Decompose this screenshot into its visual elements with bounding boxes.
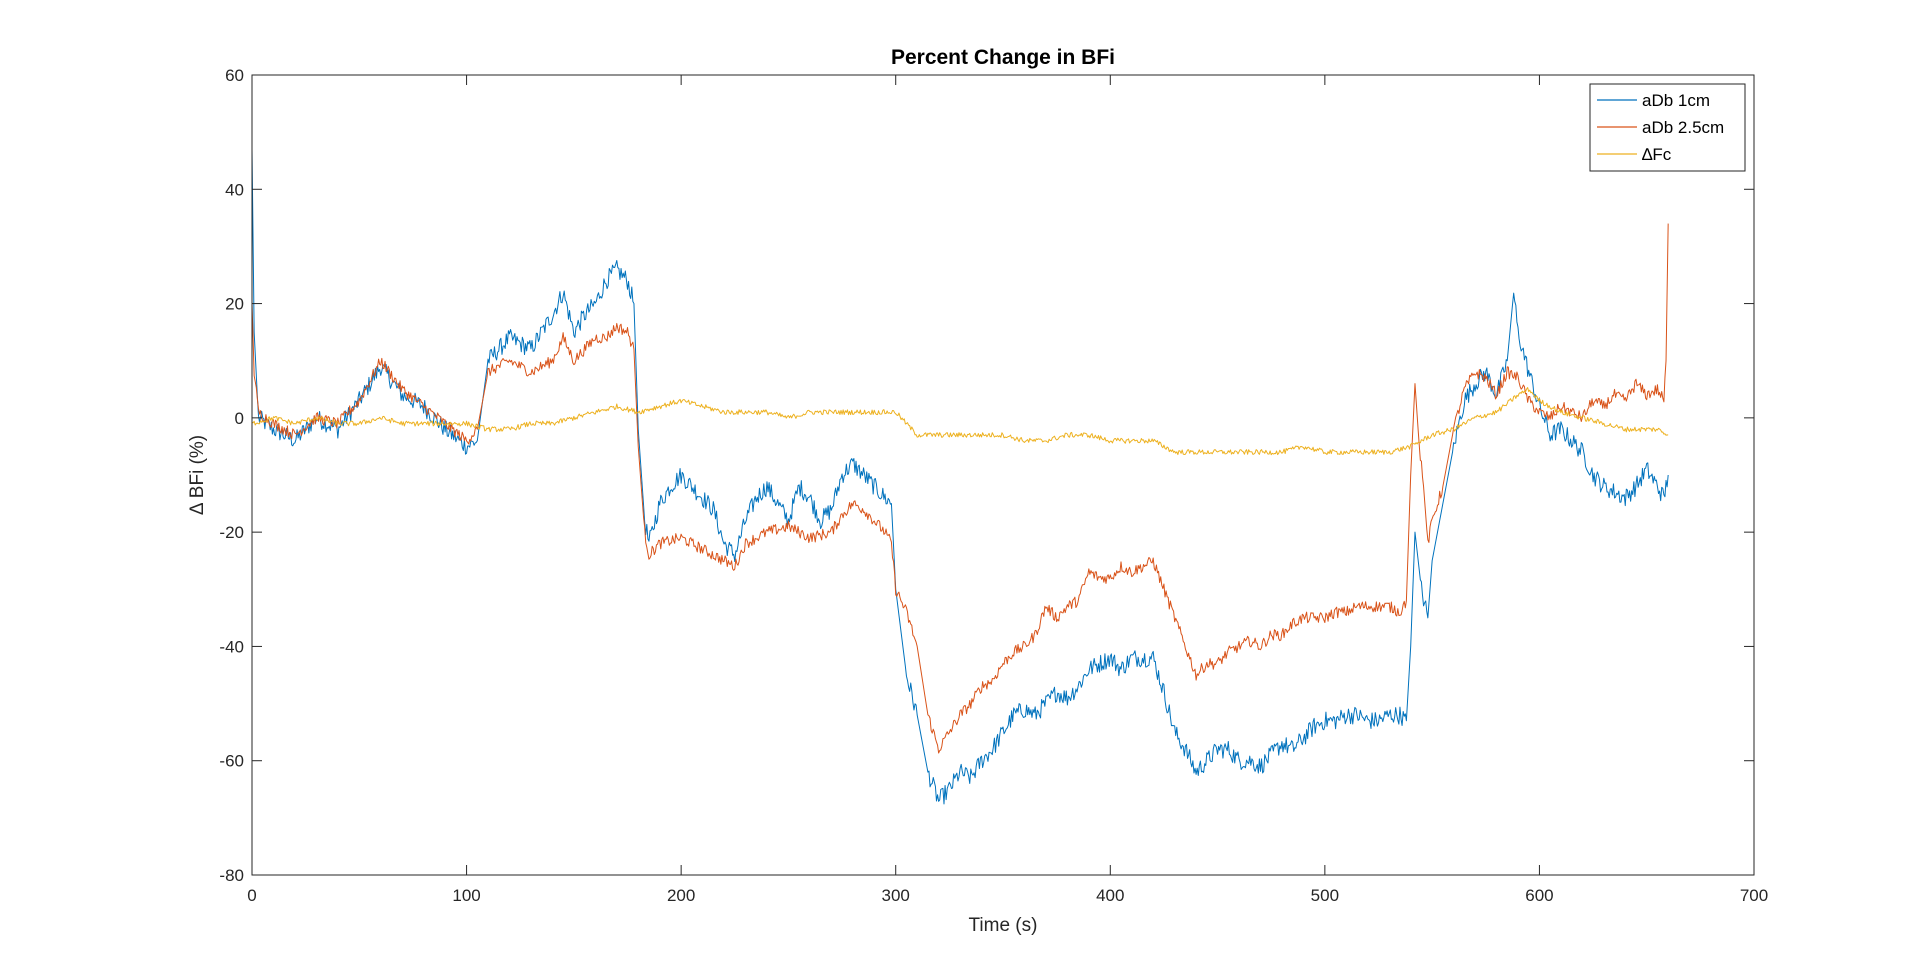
- y-tick-label: 40: [225, 180, 244, 199]
- y-tick-label: 20: [225, 295, 244, 314]
- chart-title: Percent Change in BFi: [891, 46, 1115, 69]
- plot-lines: [251, 149, 1669, 805]
- legend-label-2: aDb 2.5cm: [1642, 118, 1724, 137]
- x-tick-label: 0: [247, 886, 256, 905]
- axes-box: [251, 74, 1755, 876]
- legend: aDb 1cm aDb 2.5cm ∆Fc: [1589, 83, 1746, 172]
- x-tick-label: 100: [452, 886, 480, 905]
- y-axis-label: Δ BFi (%): [187, 435, 208, 515]
- legend-label-3: ∆Fc: [1642, 145, 1672, 164]
- x-tick-label: 500: [1311, 886, 1339, 905]
- y-tick-label: 0: [235, 409, 244, 428]
- plot-area: [252, 75, 1754, 875]
- x-tick-label: 700: [1740, 886, 1768, 905]
- series-line-2: [251, 223, 1669, 754]
- x-tick-label: 400: [1096, 886, 1124, 905]
- y-axis: -80 -60 -40 -20 0 20 40 60: [219, 66, 1754, 885]
- series-line-3: [251, 387, 1669, 456]
- x-tick-label: 600: [1525, 886, 1553, 905]
- y-tick-label: -80: [219, 866, 244, 885]
- y-tick-label: -60: [219, 752, 244, 771]
- x-axis-label: Time (s): [969, 915, 1038, 936]
- legend-label-1: aDb 1cm: [1642, 91, 1710, 110]
- x-tick-label: 300: [882, 886, 910, 905]
- x-tick-label: 200: [667, 886, 695, 905]
- y-tick-label: -20: [219, 523, 244, 542]
- y-tick-label: 60: [225, 66, 244, 85]
- series-line-1: [251, 149, 1669, 805]
- y-tick-label: -40: [219, 637, 244, 656]
- x-axis: 0 100 200 300 400 500 600 700: [247, 75, 1768, 905]
